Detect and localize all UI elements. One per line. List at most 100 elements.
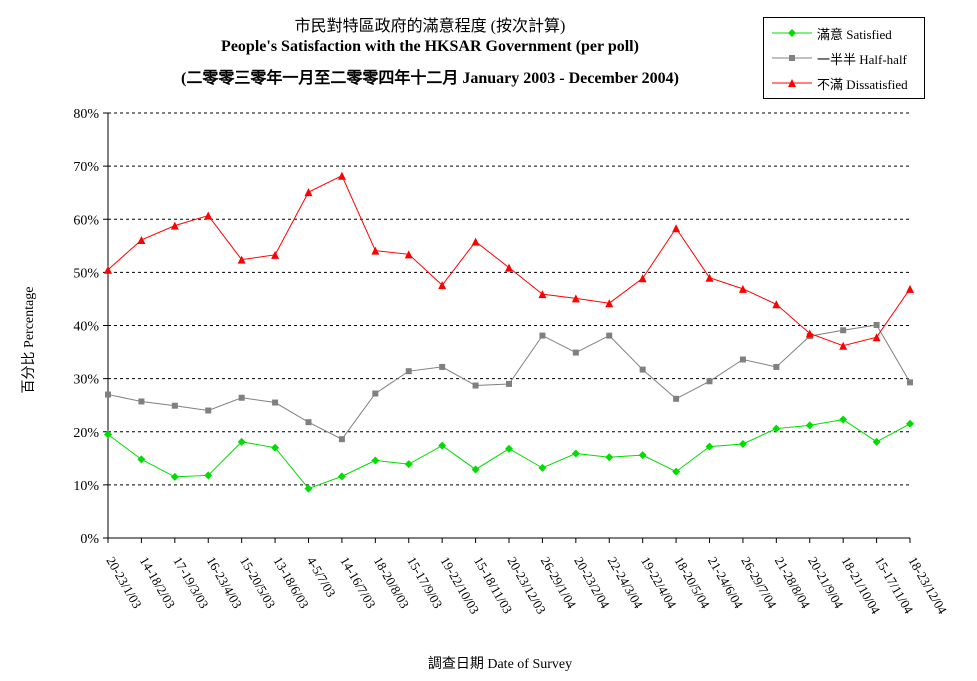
data-point-satisfied	[337, 472, 346, 481]
legend-marker-satisfied	[772, 29, 812, 37]
legend-item-half-half: 一半半 Half-half	[772, 48, 907, 68]
data-point-dissatisfied	[404, 250, 413, 259]
x-tick-label: 4-5/7/03	[304, 554, 339, 600]
data-point-dissatisfied	[271, 250, 280, 259]
y-tick-label: 40%	[73, 320, 99, 335]
data-point-half-half	[840, 327, 847, 334]
data-point-dissatisfied	[137, 235, 146, 244]
data-point-half-half	[606, 332, 613, 339]
data-point-satisfied	[104, 430, 112, 439]
data-point-half-half	[773, 363, 780, 370]
data-point-satisfied	[638, 451, 647, 460]
data-point-dissatisfied	[672, 224, 681, 233]
data-point-half-half	[138, 398, 145, 405]
data-point-satisfied	[872, 437, 881, 446]
data-point-half-half	[907, 379, 913, 386]
data-point-dissatisfied	[304, 188, 313, 197]
legend-marker-dissatisfied	[772, 79, 812, 87]
data-point-half-half	[639, 366, 646, 373]
data-point-satisfied	[772, 424, 781, 433]
data-point-satisfied	[839, 415, 848, 424]
legend-label-dissatisfied: 不滿 Dissatisfied	[817, 76, 908, 92]
data-point-dissatisfied	[237, 255, 246, 264]
data-point-dissatisfied	[738, 284, 747, 293]
legend-marker-half-half	[772, 55, 812, 61]
data-point-dissatisfied	[371, 246, 380, 255]
data-point-half-half	[873, 321, 880, 328]
chart-subtitle: People's Satisfaction with the HKSAR Gov…	[221, 38, 639, 55]
data-point-dissatisfied	[638, 274, 647, 283]
data-point-half-half	[305, 419, 312, 426]
y-tick-label: 50%	[73, 266, 99, 281]
data-point-satisfied	[705, 442, 714, 451]
legend-item-satisfied: 滿意 Satisfied	[772, 23, 892, 43]
data-point-half-half	[506, 380, 512, 387]
data-point-dissatisfied	[104, 265, 112, 274]
chart-date-range: (二零零三零年一月至二零零四年十二月 January 2003 - Decemb…	[181, 70, 679, 87]
data-point-half-half	[539, 332, 546, 339]
data-point-satisfied	[906, 419, 914, 428]
data-point-half-half	[706, 378, 713, 385]
data-point-half-half	[405, 368, 412, 375]
data-point-half-half	[105, 391, 111, 398]
data-point-satisfied	[204, 471, 213, 480]
data-point-dissatisfied	[438, 281, 447, 290]
data-point-half-half	[673, 395, 680, 402]
data-point-dissatisfied	[337, 171, 346, 180]
data-point-dissatisfied	[839, 341, 848, 350]
data-point-satisfied	[438, 441, 447, 450]
data-point-satisfied	[571, 449, 580, 458]
data-point-half-half	[572, 349, 579, 356]
legend-label-half-half: 一半半 Half-half	[817, 51, 907, 67]
series-line	[107, 175, 911, 347]
data-point-dissatisfied	[505, 263, 513, 272]
y-tick-label: 30%	[73, 373, 99, 388]
data-point-half-half	[171, 402, 178, 409]
data-point-half-half	[372, 390, 379, 397]
data-point-dissatisfied	[705, 273, 714, 282]
data-point-half-half	[472, 382, 479, 389]
legend: 滿意 Satisfied 一半半 Half-half 不滿 Dissatisfi…	[763, 17, 925, 99]
data-point-half-half	[272, 399, 279, 406]
data-point-dissatisfied	[805, 329, 814, 338]
data-point-satisfied	[805, 421, 814, 430]
data-point-satisfied	[605, 453, 614, 462]
y-tick-label: 60%	[73, 213, 99, 228]
data-point-satisfied	[170, 472, 179, 481]
data-point-dissatisfied	[906, 284, 914, 293]
x-axis-label: 調查日期 Date of Survey	[427, 657, 573, 672]
data-point-half-half	[338, 436, 345, 443]
legend-item-dissatisfied: 不滿 Dissatisfied	[772, 73, 908, 93]
data-point-half-half	[205, 407, 212, 414]
data-point-satisfied	[672, 467, 681, 476]
y-tick-label: 80%	[73, 107, 99, 122]
data-point-half-half	[238, 394, 245, 401]
data-point-satisfied	[304, 484, 313, 493]
data-point-satisfied	[237, 437, 246, 446]
data-point-satisfied	[271, 443, 280, 452]
data-point-half-half	[739, 356, 746, 363]
data-point-dissatisfied	[170, 221, 179, 230]
data-point-satisfied	[505, 444, 513, 453]
data-point-satisfied	[371, 456, 380, 465]
data-point-dissatisfied	[571, 294, 580, 303]
data-point-dissatisfied	[204, 211, 213, 220]
legend-label-satisfied: 滿意 Satisfied	[817, 26, 892, 42]
data-point-dissatisfied	[872, 333, 881, 342]
chart-title: 市民對特區政府的滿意程度 (按次計算)	[294, 18, 566, 35]
data-point-satisfied	[538, 463, 547, 472]
data-point-dissatisfied	[538, 290, 547, 299]
y-tick-label: 10%	[73, 479, 99, 494]
series-line	[107, 419, 911, 490]
data-point-dissatisfied	[605, 299, 614, 308]
data-point-satisfied	[471, 465, 480, 474]
y-tick-label: 0%	[80, 532, 99, 547]
data-point-satisfied	[137, 455, 146, 464]
y-axis-label: 百分比 Percentage	[22, 286, 37, 394]
y-tick-label: 70%	[73, 160, 99, 175]
data-point-satisfied	[738, 439, 747, 448]
data-point-half-half	[439, 363, 446, 370]
y-tick-label: 20%	[73, 426, 99, 441]
data-point-dissatisfied	[471, 237, 480, 246]
